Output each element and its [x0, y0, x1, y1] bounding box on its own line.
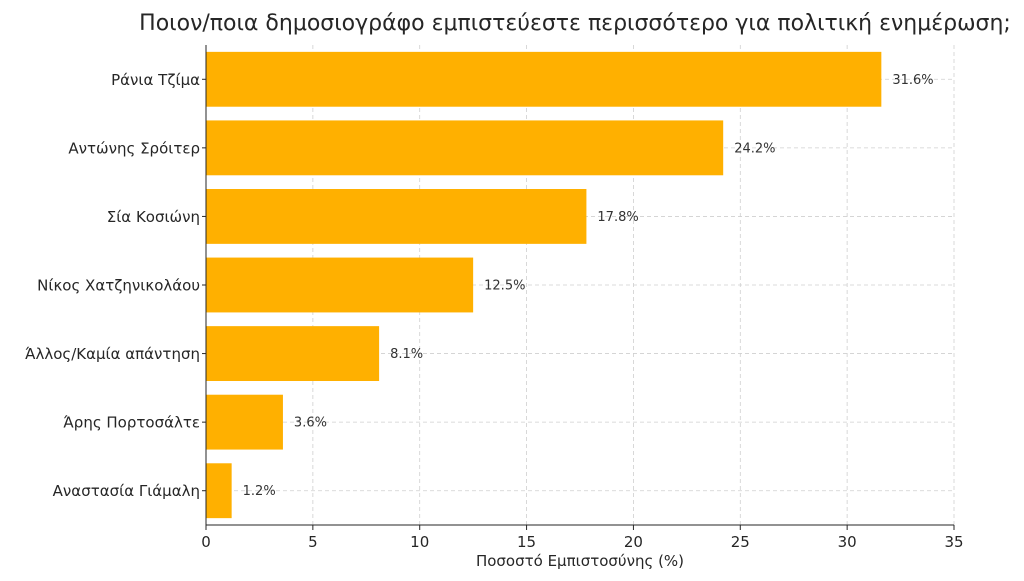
category-label-6: Αναστασία Γιάμαλη [53, 482, 200, 500]
data-label-0: 31.6% [892, 73, 933, 88]
x-tick-label-1: 5 [308, 533, 318, 551]
data-label-5: 3.6% [294, 416, 327, 431]
x-axis-label: Ποσοστό Εμπιστοσύνης (%) [476, 552, 684, 570]
bar-4 [206, 326, 380, 381]
data-label-1: 24.2% [734, 141, 775, 156]
data-labels: 31.6% 24.2% 17.8% 12.5% 8.1% 3.6% 1.2% [243, 73, 934, 499]
bar-0 [206, 51, 882, 107]
category-label-5: Άρης Πορτοσάλτε [63, 414, 200, 432]
bar-6 [206, 463, 232, 519]
category-labels: Ράνια Τζίμα Αντώνης Σρόιτερ Σία Κοσιώνη Νίκ… [25, 71, 200, 500]
x-ticks: 0 5 10 15 20 25 30 35 [201, 78, 964, 551]
bars [206, 51, 882, 519]
bar-3 [206, 257, 474, 313]
chart-title: Ποιον/ποια δημοσιογράφο εμπιστεύεστε περ… [139, 11, 1011, 36]
data-label-2: 17.8% [597, 210, 638, 225]
axes [205, 45, 954, 526]
x-tick-label-0: 0 [201, 533, 211, 551]
data-label-6: 1.2% [243, 484, 276, 499]
x-tick-label-7: 35 [944, 533, 963, 551]
bar-1 [206, 120, 724, 176]
x-tick-label-5: 25 [731, 533, 750, 551]
x-tick-label-4: 20 [624, 533, 643, 551]
x-tick-label-2: 10 [410, 533, 429, 551]
bar-2 [206, 189, 587, 244]
category-label-1: Αντώνης Σρόιτερ [68, 139, 200, 157]
category-label-2: Σία Κοσιώνη [107, 208, 200, 226]
category-label-0: Ράνια Τζίμα [111, 71, 200, 89]
data-label-3: 12.5% [484, 279, 525, 294]
data-label-4: 8.1% [390, 347, 423, 362]
category-label-3: Νίκος Χατζηνικολάου [37, 277, 200, 295]
bar-5 [206, 394, 283, 450]
x-tick-label-3: 15 [517, 533, 536, 551]
category-label-4: Άλλος/Καμία απάντηση [25, 345, 200, 363]
x-tick-label-6: 30 [838, 533, 857, 551]
